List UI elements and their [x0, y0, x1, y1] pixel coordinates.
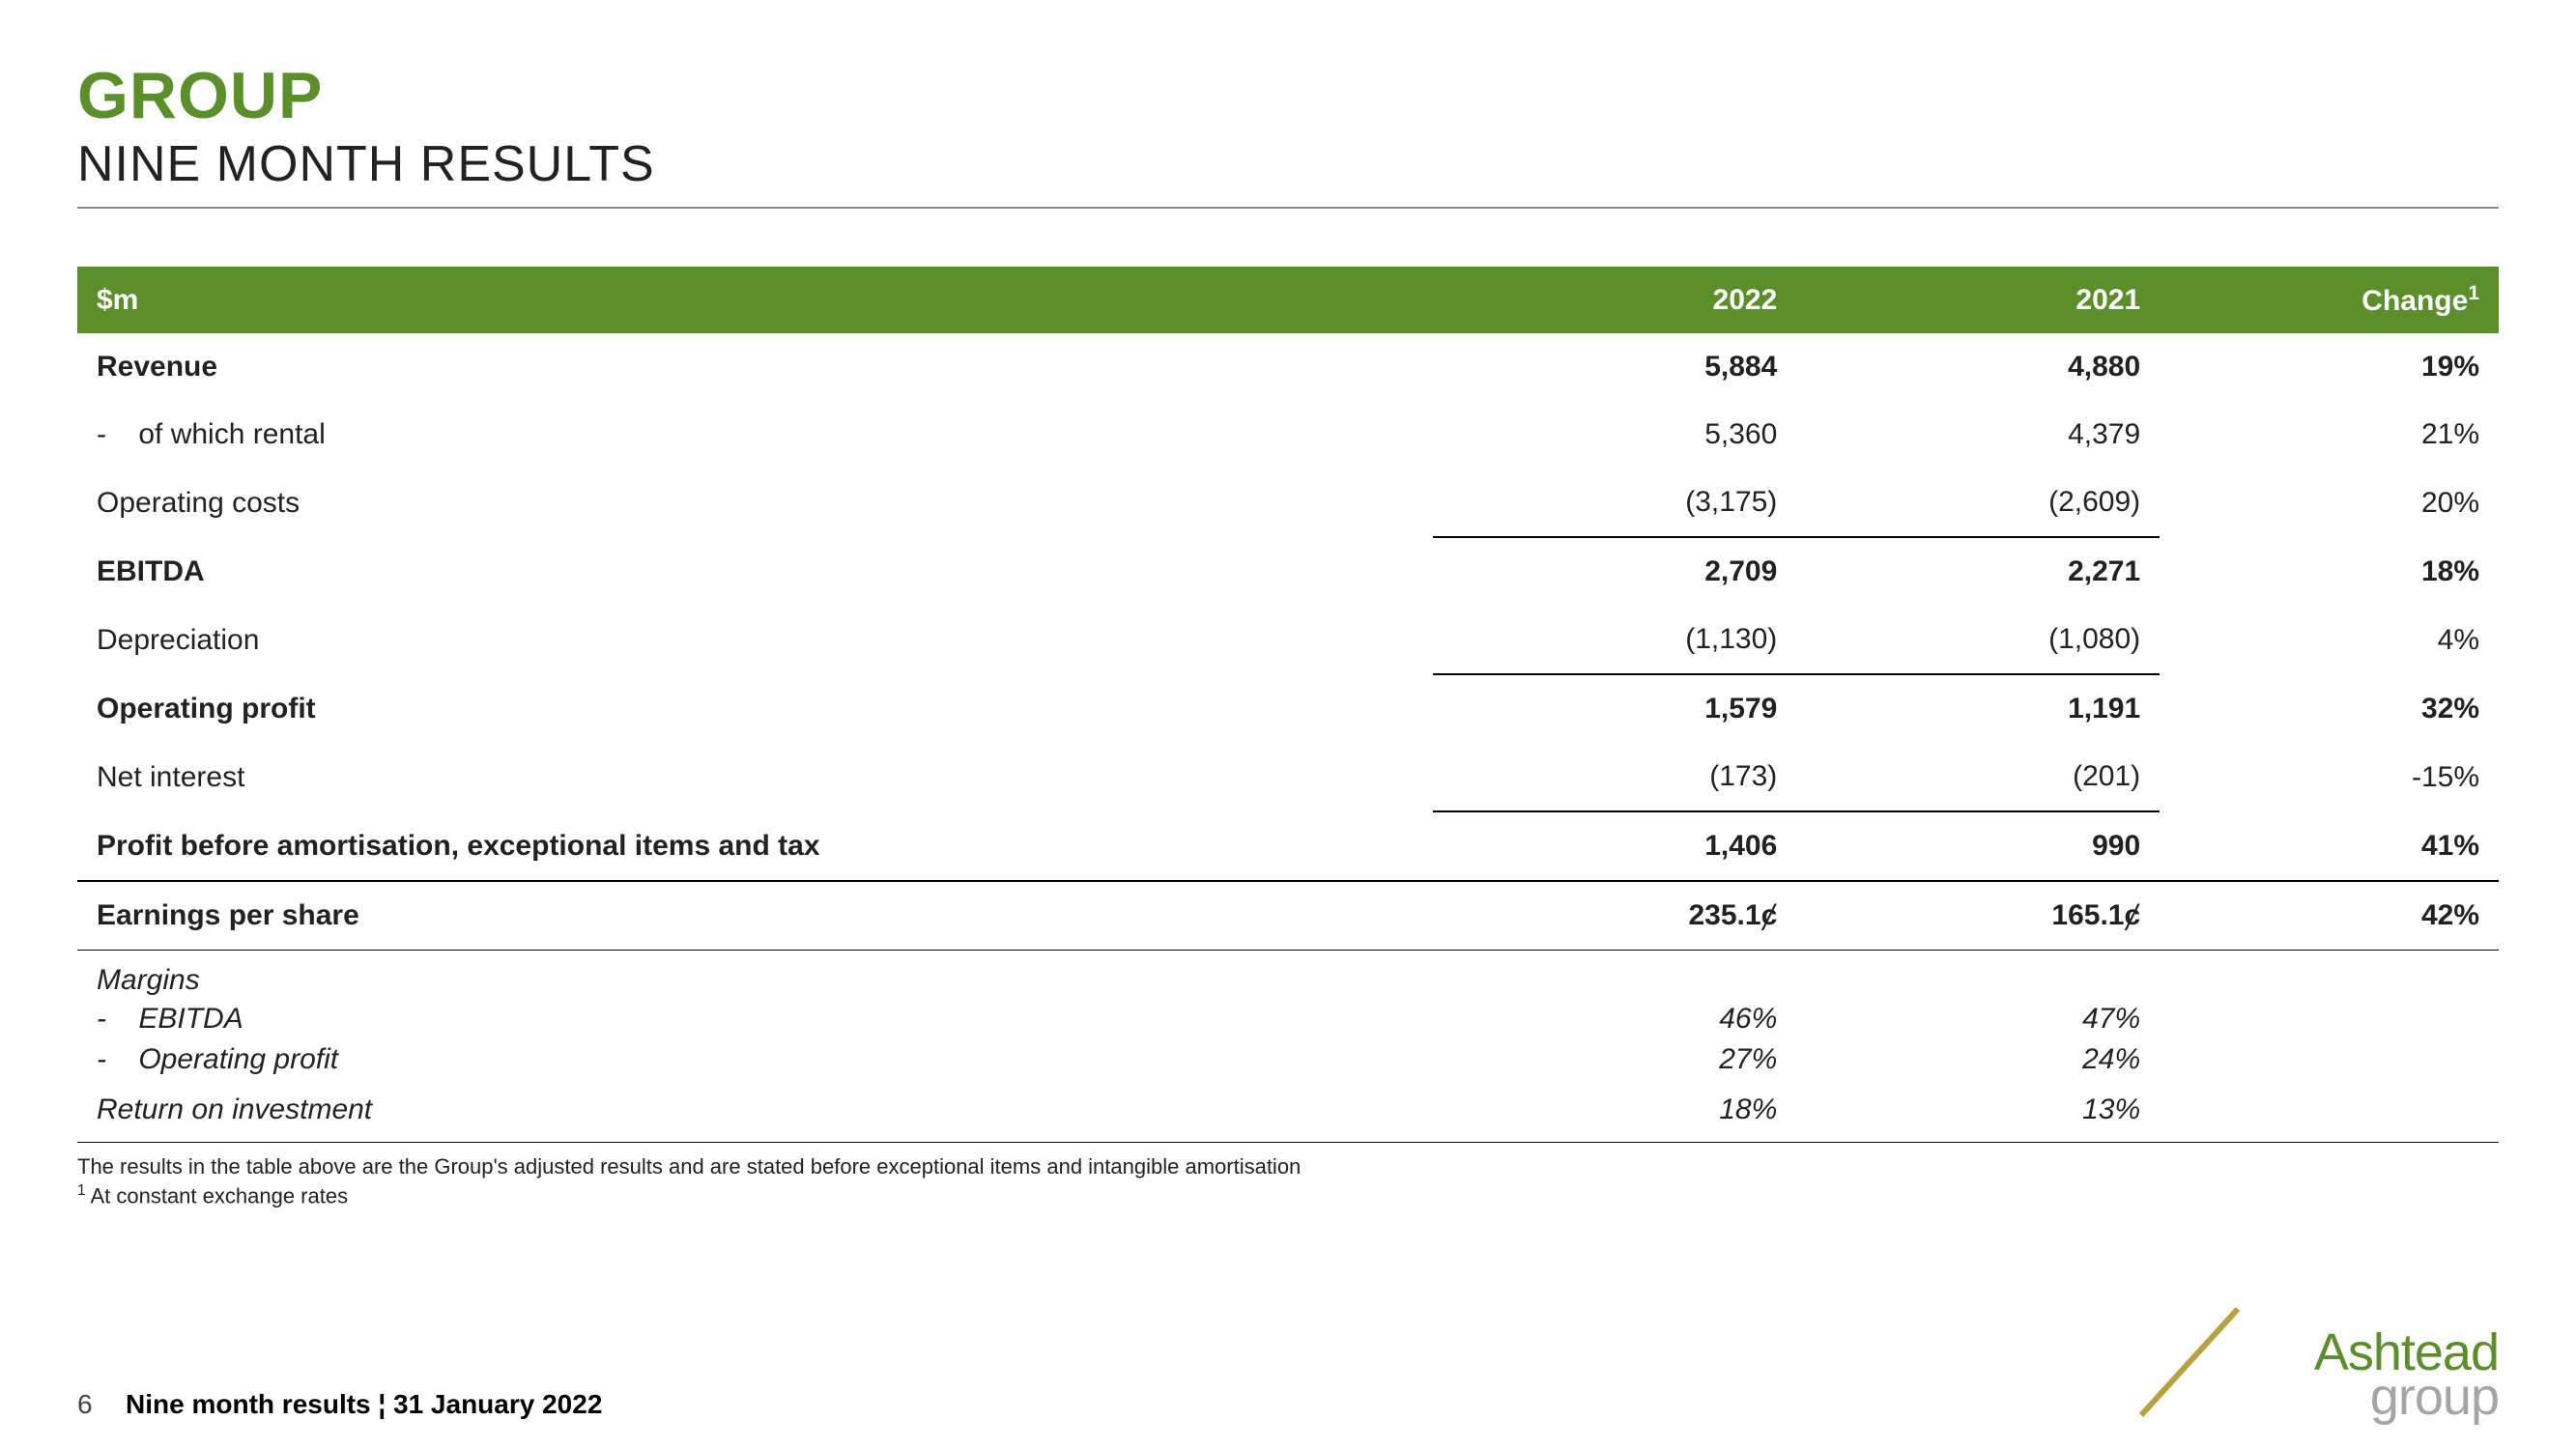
cell: (3,175): [1433, 469, 1796, 537]
footnote-1: The results in the table above are the G…: [77, 1152, 2499, 1181]
table-row: Operating costs(3,175)(2,609)20%: [77, 469, 2499, 537]
footer-left: 6 Nine month results ¦ 31 January 2022: [77, 1389, 602, 1420]
row-label: EBITDA: [77, 537, 1433, 606]
table-header-row: $m 2022 2021 Change1: [77, 267, 2499, 333]
results-table: $m 2022 2021 Change1 Revenue5,8844,88019…: [77, 267, 2499, 1143]
logo-text: Ashtead group: [2314, 1331, 2499, 1420]
header-2022: 2022: [1433, 267, 1796, 333]
margins-row: Operating profit27%24%: [77, 1039, 2499, 1080]
page-number: 6: [77, 1389, 93, 1419]
cell: 4,379: [1796, 401, 2160, 469]
cell: 5,884: [1433, 333, 1796, 401]
cell: 2,709: [1433, 537, 1796, 606]
cell: 1,579: [1433, 674, 1796, 743]
cell: 1,191: [1796, 674, 2160, 743]
cell: 32%: [2160, 674, 2499, 743]
cell: 46%: [1433, 999, 1796, 1039]
logo-bot: group: [2314, 1376, 2499, 1420]
footer: 6 Nine month results ¦ 31 January 2022 A…: [77, 1304, 2499, 1420]
title-main: GROUP: [77, 58, 2499, 133]
cell: 20%: [2160, 469, 2499, 537]
row-label: Operating profit: [77, 674, 1433, 743]
footnotes: The results in the table above are the G…: [77, 1152, 2499, 1210]
cell: [2160, 951, 2499, 1000]
cell: 990: [1796, 811, 2160, 881]
row-label: Operating costs: [77, 469, 1433, 537]
row-label: Return on investment: [77, 1080, 1433, 1143]
row-label: Revenue: [77, 333, 1433, 401]
cell: 41%: [2160, 811, 2499, 881]
cell: 4%: [2160, 606, 2499, 674]
cell: 24%: [1796, 1039, 2160, 1080]
cell: 4,880: [1796, 333, 2160, 401]
cell: [2160, 999, 2499, 1039]
cell: [2160, 1080, 2499, 1143]
cell: 18%: [2160, 537, 2499, 606]
cell: (1,080): [1796, 606, 2160, 674]
table-row: Operating profit1,5791,19132%: [77, 674, 2499, 743]
row-label: EBITDA: [77, 999, 1433, 1039]
cell: 27%: [1433, 1039, 1796, 1080]
cell: 2,271: [1796, 537, 2160, 606]
results-table-wrap: $m 2022 2021 Change1 Revenue5,8844,88019…: [77, 267, 2499, 1143]
header-2021: 2021: [1796, 267, 2160, 333]
title-rule: [77, 207, 2499, 209]
cell: 42%: [2160, 881, 2499, 951]
table-row: Depreciation(1,130)(1,080)4%: [77, 606, 2499, 674]
row-label: Net interest: [77, 743, 1433, 811]
cell: 19%: [2160, 333, 2499, 401]
header-unit: $m: [77, 267, 1433, 333]
roi-row: Return on investment18%13%: [77, 1080, 2499, 1143]
table-row: Earnings per share235.1ȼ165.1ȼ42%: [77, 881, 2499, 951]
cell: (173): [1433, 743, 1796, 811]
cell: [2160, 1039, 2499, 1080]
footnote-2: 1 At constant exchange rates: [77, 1181, 2499, 1210]
cell: (201): [1796, 743, 2160, 811]
row-label: Depreciation: [77, 606, 1433, 674]
table-row: of which rental5,3604,37921%: [77, 401, 2499, 469]
cell: 13%: [1796, 1080, 2160, 1143]
cell: 235.1ȼ: [1433, 881, 1796, 951]
cell: (1,130): [1433, 606, 1796, 674]
footer-text: Nine month results ¦ 31 January 2022: [126, 1389, 602, 1419]
row-label: Profit before amortisation, exceptional …: [77, 811, 1433, 881]
header-change: Change1: [2160, 267, 2499, 333]
table-row: Revenue5,8844,88019%: [77, 333, 2499, 401]
slide-title: GROUP NINE MONTH RESULTS: [77, 58, 2499, 209]
cell: -15%: [2160, 743, 2499, 811]
margins-row: EBITDA46%47%: [77, 999, 2499, 1039]
logo: Ashtead group: [2209, 1304, 2499, 1420]
cell: 165.1ȼ: [1796, 881, 2160, 951]
cell: 47%: [1796, 999, 2160, 1039]
row-label: of which rental: [77, 401, 1433, 469]
cell: (2,609): [1796, 469, 2160, 537]
cell: 18%: [1433, 1080, 1796, 1143]
table-row: EBITDA2,7092,27118%: [77, 537, 2499, 606]
cell: 5,360: [1433, 401, 1796, 469]
table-row: Net interest(173)(201)-15%: [77, 743, 2499, 811]
row-label: Operating profit: [77, 1039, 1433, 1080]
title-sub: NINE MONTH RESULTS: [77, 135, 2499, 193]
logo-slash-icon: [2132, 1304, 2247, 1420]
table-row: Profit before amortisation, exceptional …: [77, 811, 2499, 881]
cell: 21%: [2160, 401, 2499, 469]
row-label: Earnings per share: [77, 881, 1433, 951]
cell: 1,406: [1433, 811, 1796, 881]
cell: [1433, 951, 1796, 1000]
margins-label: Margins: [77, 951, 1433, 1000]
cell: [1796, 951, 2160, 1000]
margins-header-row: Margins: [77, 951, 2499, 1000]
